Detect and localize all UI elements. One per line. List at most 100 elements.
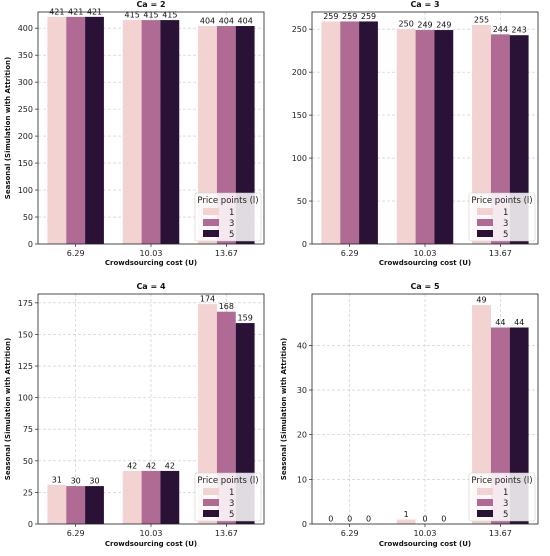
data-label: 42	[146, 461, 156, 470]
data-label: 31	[52, 475, 62, 484]
data-label: 30	[71, 477, 81, 486]
legend-label: 3	[503, 499, 508, 509]
legend-swatch-5	[203, 230, 219, 237]
y-tick-label: 200	[18, 132, 33, 141]
legend-box	[194, 192, 262, 242]
data-label: 49	[476, 296, 486, 305]
data-label: 168	[219, 302, 234, 311]
data-label: 0	[347, 515, 352, 524]
data-label: 159	[238, 314, 253, 323]
legend-swatch-3	[203, 219, 219, 226]
data-label: 42	[127, 461, 137, 470]
y-tick-label: 175	[18, 299, 33, 308]
y-axis-label: Seasonal (Simulation with Attrition)	[280, 338, 288, 480]
data-label: 250	[399, 20, 414, 29]
bar-series-1-cat-1	[47, 16, 67, 244]
bar-series-1-cat-1	[321, 21, 341, 245]
data-label: 0	[422, 515, 427, 524]
y-tick-label: 125	[18, 362, 33, 371]
y-tick-label: 400	[18, 24, 33, 33]
legend: Price points (l) 135	[468, 472, 536, 522]
bar-series-1-cat-1	[47, 484, 67, 524]
data-label: 249	[417, 21, 432, 30]
y-tick-label: 150	[18, 159, 33, 168]
data-label: 42	[165, 461, 175, 470]
y-tick-label: 0	[28, 240, 33, 249]
y-tick-label: 200	[292, 68, 307, 77]
legend-swatch-1	[203, 208, 219, 215]
legend-swatch-3	[203, 499, 219, 506]
bar-series-5-cat-1	[85, 16, 104, 244]
y-axis-label: Seasonal (Simulation with Attrition)	[4, 57, 12, 199]
data-label: 404	[219, 17, 234, 26]
bar-series-3-cat-2	[415, 30, 435, 244]
y-tick-label: 25	[23, 488, 33, 497]
bar-series-1-cat-2	[122, 20, 142, 245]
chart-panel-4: 0 10 20 30 40 0 1 49 0 0 44 0 0 44 6.29 10.03 13.67 Ca = …	[280, 282, 539, 548]
legend-title: Price points (l)	[197, 196, 258, 206]
y-tick-label: 0	[302, 520, 307, 529]
bar-series-3-cat-2	[141, 20, 161, 245]
legend-label: 1	[503, 208, 508, 218]
data-label: 244	[493, 25, 508, 34]
y-tick-label: 250	[292, 25, 307, 34]
x-tick-label: 6.29	[341, 529, 359, 538]
data-label: 44	[495, 318, 505, 327]
legend-label: 1	[229, 208, 234, 218]
legend-label: 5	[503, 510, 508, 520]
x-axis-label: Crowdsourcing cost (U)	[379, 540, 471, 548]
y-axis-label: Seasonal (Simulation with Attrition)	[4, 338, 12, 480]
bar-series-5-cat-3	[235, 26, 255, 244]
legend-swatch-1	[477, 208, 493, 215]
y-tick-label: 250	[18, 105, 33, 114]
y-tick-label: 20	[297, 431, 307, 440]
legend-swatch-1	[477, 488, 493, 495]
x-tick-label: 6.29	[341, 249, 359, 258]
y-tick-label: 50	[23, 213, 33, 222]
legend-swatch-5	[477, 510, 493, 517]
legend-box	[194, 472, 262, 522]
legend-box	[468, 192, 536, 242]
y-tick-label: 100	[18, 394, 33, 403]
y-tick-label: 100	[18, 186, 33, 195]
bar-series-1-cat-2	[122, 470, 142, 524]
data-label: 0	[366, 515, 371, 524]
bar-series-3-cat-3	[216, 26, 236, 244]
legend-label: 1	[229, 488, 234, 498]
bar-series-5-cat-2	[160, 20, 180, 245]
x-tick-label: 10.03	[414, 529, 437, 538]
data-label: 415	[125, 11, 140, 20]
y-tick-label: 150	[18, 330, 33, 339]
bar-series-1-cat-2	[396, 29, 416, 245]
bar-series-3-cat-3	[490, 34, 510, 244]
bar-series-3-cat-1	[66, 16, 86, 244]
data-label: 243	[512, 26, 527, 35]
x-axis-label: Crowdsourcing cost (U)	[379, 259, 471, 267]
data-label: 30	[89, 477, 99, 486]
legend-title: Price points (l)	[471, 196, 532, 206]
bar-series-5-cat-2	[434, 30, 454, 244]
y-tick-label: 350	[18, 51, 33, 60]
y-tick-label: 50	[23, 457, 33, 466]
chart-panel-2: 0 50 100 150 200 250 259 250 255 259 249 244 259 249 2…	[292, 0, 539, 267]
legend-label: 3	[229, 499, 234, 509]
data-label: 0	[328, 515, 333, 524]
legend-label: 1	[503, 488, 508, 498]
bar-series-3-cat-2	[141, 470, 161, 524]
legend-label: 5	[229, 510, 234, 520]
bar-series-3-cat-1	[66, 486, 86, 524]
data-label: 415	[162, 11, 177, 20]
legend-title: Price points (l)	[197, 476, 258, 486]
y-tick-label: 0	[28, 520, 33, 529]
bar-series-1-cat-3	[198, 26, 217, 244]
bar-series-5-cat-1	[85, 486, 104, 524]
chart-title: Ca = 5	[410, 282, 440, 291]
y-tick-label: 300	[18, 78, 33, 87]
data-label: 174	[200, 295, 215, 304]
bar-series-1-cat-3	[472, 305, 491, 524]
bar-series-3-cat-1	[340, 21, 360, 245]
data-label: 0	[441, 515, 446, 524]
data-label: 1	[404, 510, 409, 519]
bar-series-1-cat-3	[198, 304, 217, 524]
